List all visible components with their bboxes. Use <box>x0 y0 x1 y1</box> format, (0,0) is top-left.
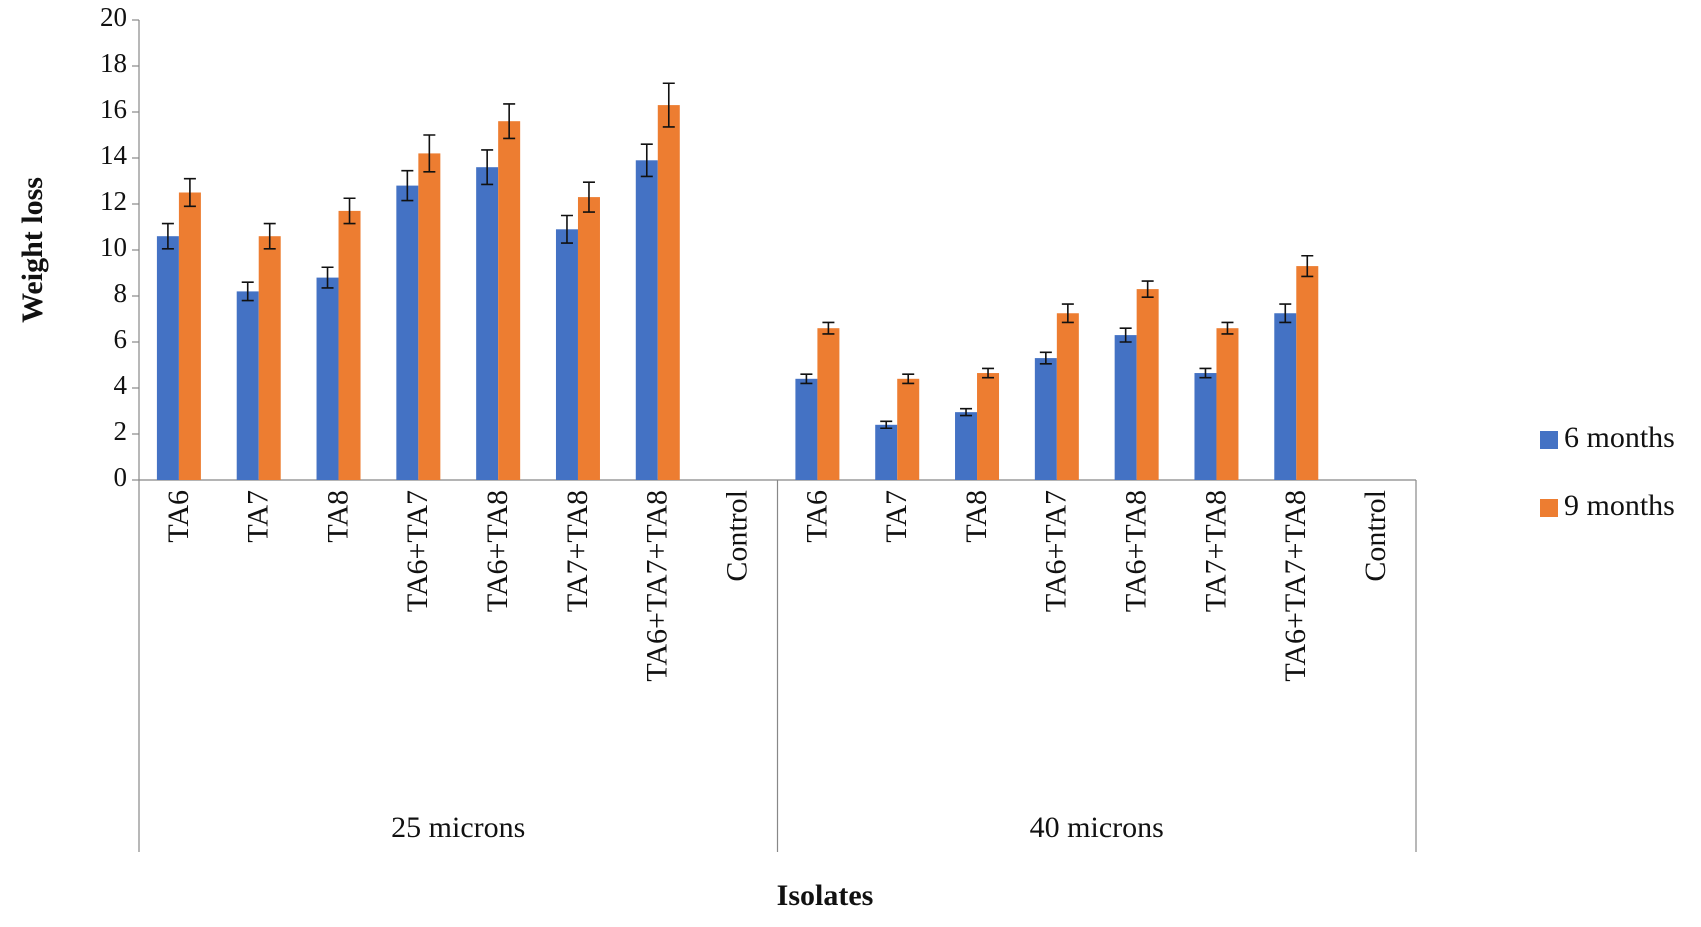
error-bar <box>343 197 356 225</box>
error-bar <box>902 373 915 385</box>
y-tick-label: 0 <box>114 462 128 492</box>
y-tick-label: 16 <box>100 94 127 124</box>
bar <box>897 378 920 480</box>
error-bar <box>183 177 196 208</box>
error-bar <box>880 420 893 430</box>
error-bar <box>401 169 414 202</box>
error-bar <box>423 134 436 173</box>
error-bar <box>263 222 276 250</box>
bar <box>1216 328 1239 480</box>
x-tick-label: TA6 <box>162 490 195 543</box>
group-label: 25 microns <box>391 811 525 844</box>
error-bar <box>1301 254 1314 278</box>
bar <box>1056 313 1079 480</box>
bar <box>577 197 600 480</box>
error-bar <box>1061 303 1074 324</box>
x-tick-label: TA6+TA7 <box>1040 490 1073 612</box>
error-bar <box>1141 280 1154 298</box>
error-bar <box>982 367 995 379</box>
x-tick-label: TA7+TA8 <box>1199 490 1232 612</box>
legend-swatch <box>1540 431 1558 449</box>
bar <box>1274 313 1297 480</box>
bar <box>476 167 499 480</box>
x-tick-label: TA6+TA7+TA8 <box>1279 490 1312 682</box>
group-label: 40 microns <box>1030 811 1164 844</box>
bar <box>955 412 978 480</box>
bar <box>1034 358 1057 480</box>
legend-swatch <box>1540 499 1558 517</box>
bar <box>1296 266 1319 480</box>
bar <box>875 424 898 480</box>
error-bar <box>800 373 813 385</box>
x-tick-label: TA6+TA7+TA8 <box>641 490 674 682</box>
error-bar <box>582 181 595 213</box>
bar <box>1136 289 1159 480</box>
x-tick-label: Control <box>1359 490 1392 582</box>
x-tick-label: TA8 <box>960 490 993 543</box>
bar <box>498 121 521 480</box>
x-tick-label: TA7+TA8 <box>561 490 594 612</box>
error-bar <box>1119 327 1132 343</box>
y-tick-label: 18 <box>100 48 127 78</box>
y-tick-label: 2 <box>114 416 128 446</box>
legend-label: 6 months <box>1564 421 1675 454</box>
error-bar <box>960 407 973 417</box>
x-tick-label: TA7 <box>880 490 913 543</box>
y-axis-title: Weight loss <box>16 177 49 323</box>
error-bar <box>481 149 494 186</box>
error-bar <box>161 222 174 250</box>
y-tick-label: 10 <box>100 232 127 262</box>
error-bar <box>1279 303 1292 324</box>
bar <box>156 236 179 480</box>
x-tick-label: TA8 <box>321 490 354 543</box>
bar <box>338 210 361 480</box>
y-tick-label: 14 <box>100 140 128 170</box>
bar <box>418 153 441 480</box>
bar <box>178 192 201 480</box>
y-tick-label: 20 <box>100 2 127 32</box>
error-bar <box>241 281 254 302</box>
bar <box>795 378 818 480</box>
x-tick-label: TA7 <box>242 490 275 543</box>
y-tick-label: 12 <box>100 186 127 216</box>
error-bar <box>822 321 835 335</box>
x-tick-label: TA6+TA8 <box>481 490 514 612</box>
bar <box>635 160 658 481</box>
x-tick-label: TA6+TA8 <box>1120 490 1153 612</box>
x-tick-label: Control <box>720 490 753 582</box>
x-tick-label: TA6+TA7 <box>401 490 434 612</box>
bar <box>1114 335 1137 480</box>
error-bar <box>640 143 653 178</box>
y-tick-label: 6 <box>114 324 128 354</box>
error-bar <box>503 103 516 140</box>
error-bar <box>321 266 334 289</box>
y-tick-label: 4 <box>114 370 128 400</box>
error-bar <box>1039 351 1052 365</box>
bar <box>1194 373 1217 480</box>
bar <box>977 373 1000 480</box>
bar <box>657 105 680 480</box>
error-bar <box>1199 367 1212 379</box>
bar <box>396 185 419 480</box>
bar <box>236 291 259 480</box>
x-tick-label: TA6 <box>800 490 833 543</box>
y-tick-label: 8 <box>114 278 128 308</box>
bar <box>258 236 281 480</box>
x-axis-title: Isolates <box>777 879 874 912</box>
bar <box>316 277 339 480</box>
bar <box>817 328 840 480</box>
bar <box>555 229 578 480</box>
error-bar <box>1221 321 1234 335</box>
legend-label: 9 months <box>1564 489 1675 522</box>
error-bar <box>560 214 573 244</box>
error-bar <box>662 82 675 128</box>
